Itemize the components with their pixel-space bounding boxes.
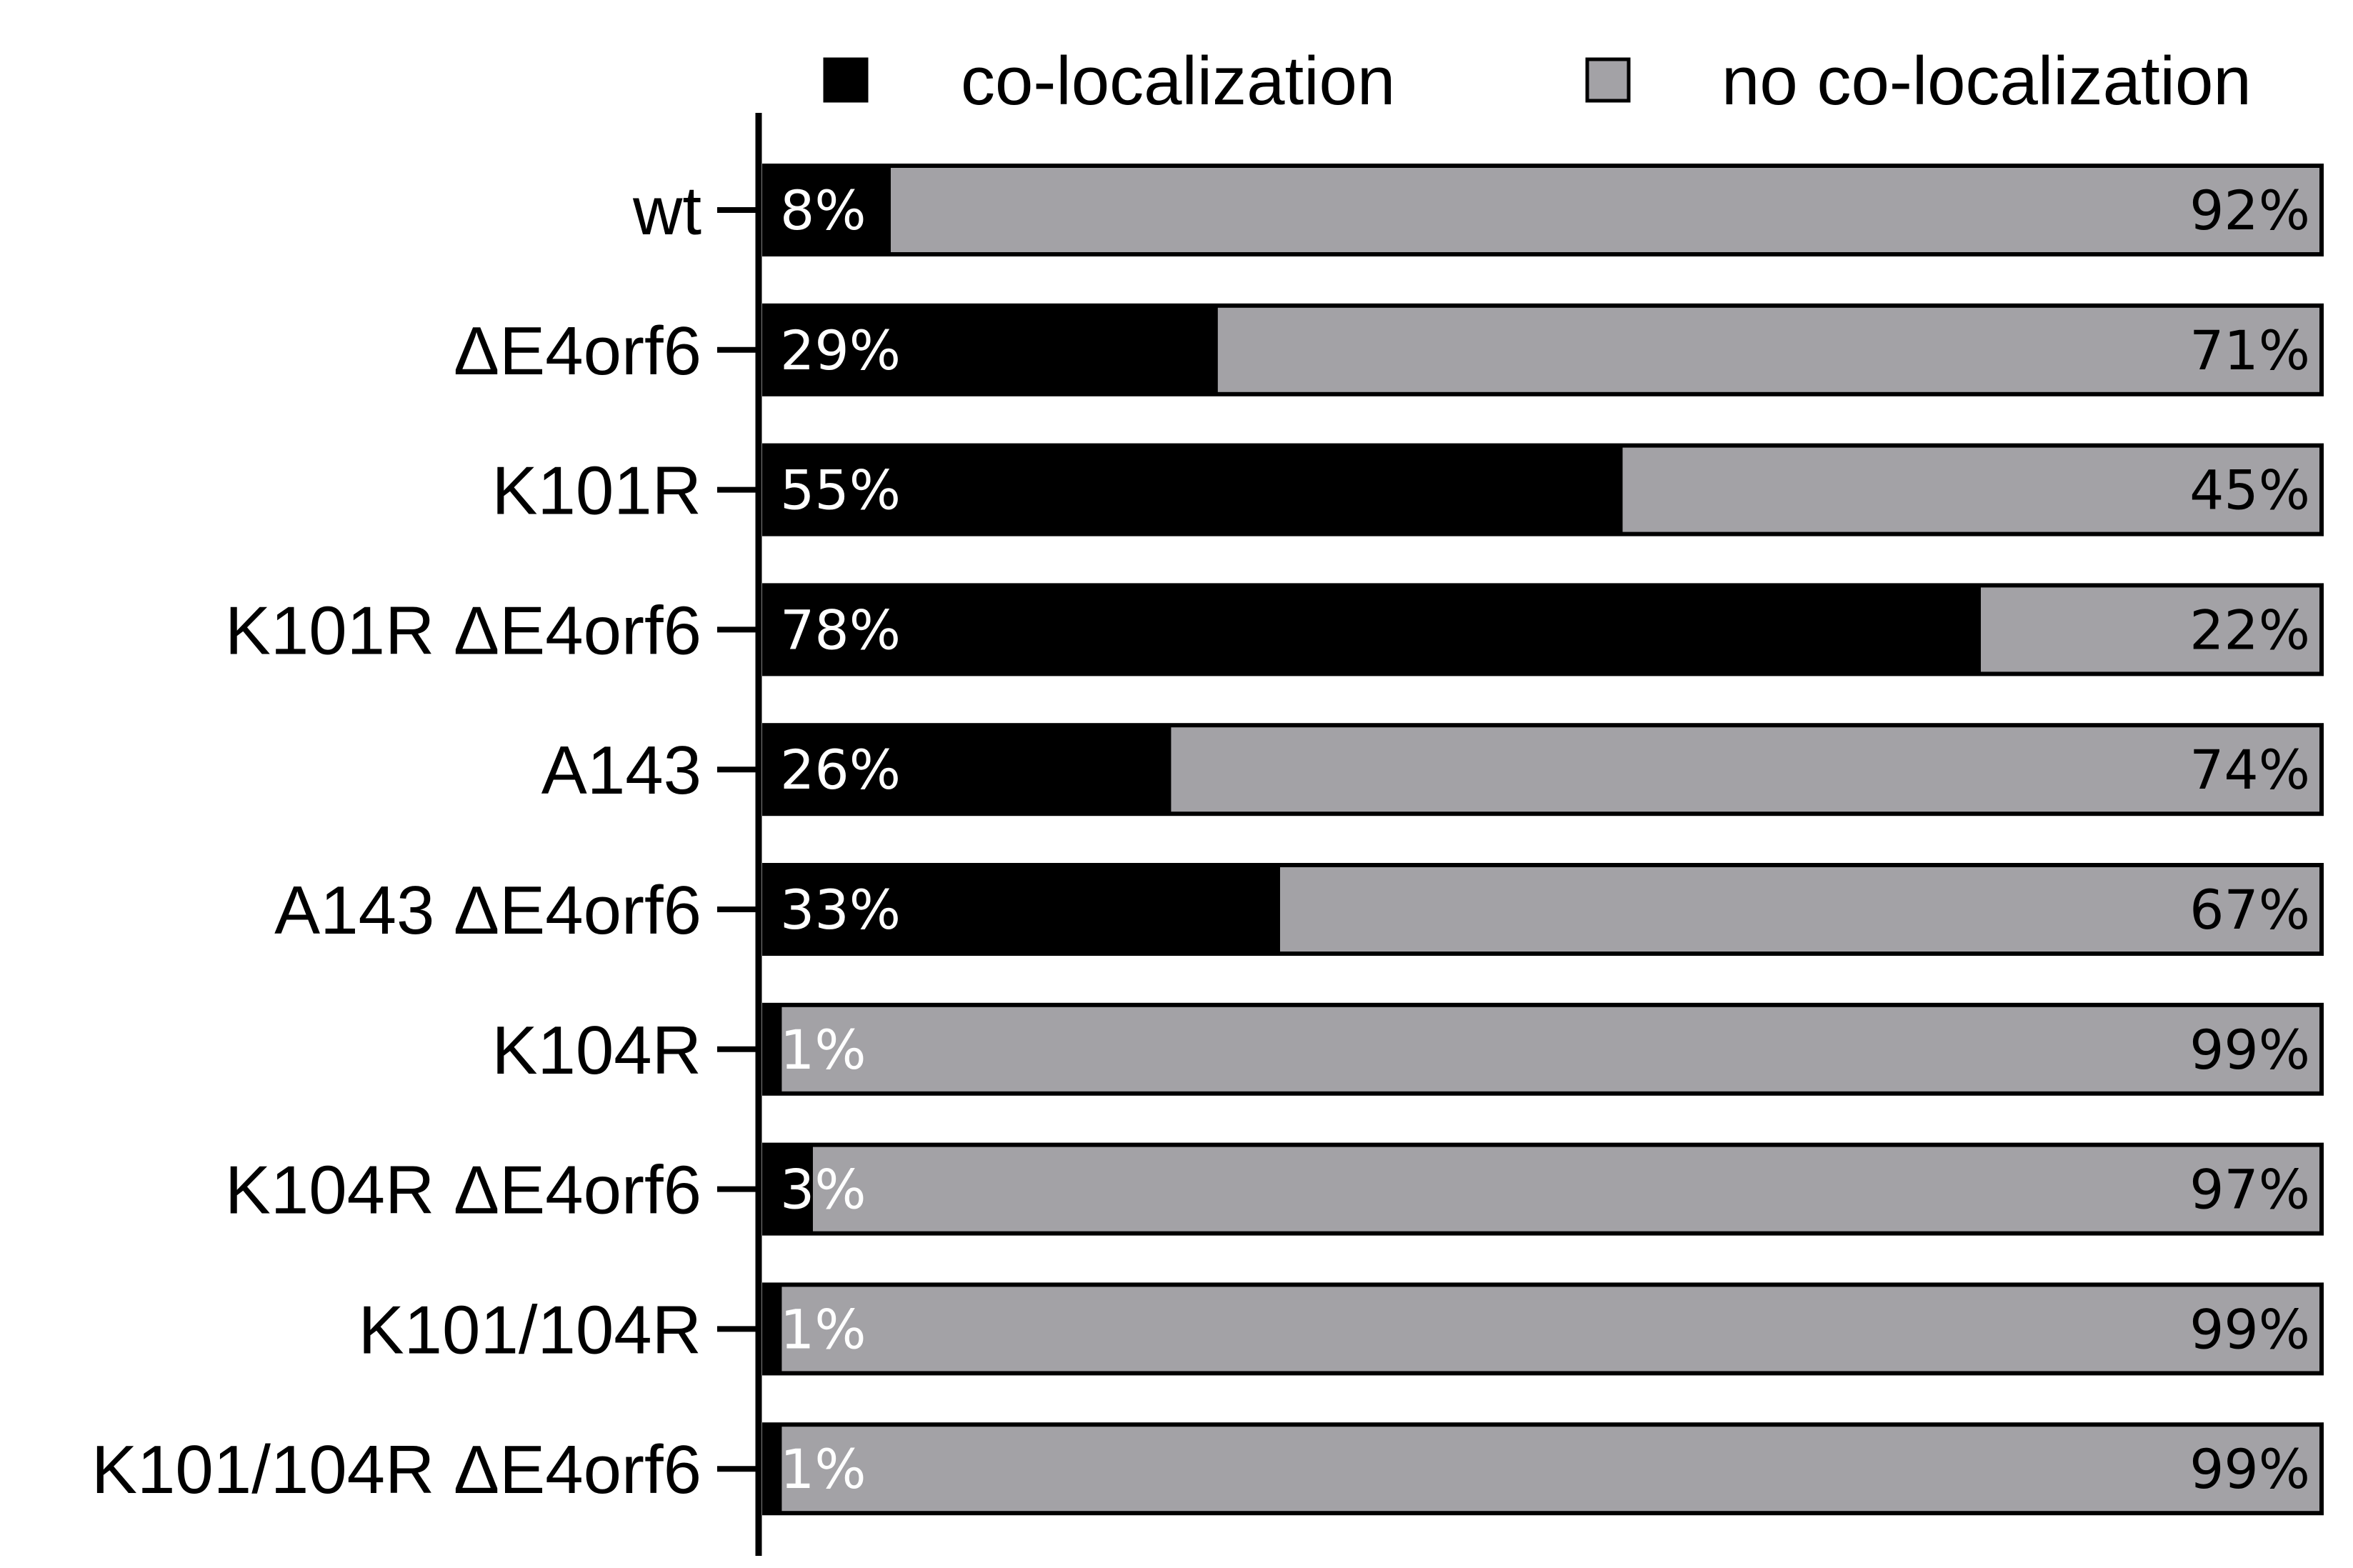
bar-colocalization-k101r [762, 444, 1623, 536]
data-label-no-colocalization-k101-104r: 99% [2189, 1297, 2310, 1361]
data-label-colocalization-k104r: 1% [780, 1018, 866, 1082]
data-label-colocalization-k101r: 55% [780, 459, 901, 522]
data-label-no-colocalization-a143-delta-e4orf6: 67% [2189, 878, 2310, 942]
data-label-no-colocalization-k101-104r-delta-e4orf6: 99% [2189, 1437, 2310, 1501]
bar-no-colocalization-delta-e4orf6 [1214, 304, 2324, 396]
y-tick-label-a143: A143 [541, 732, 701, 809]
bar-outline-delta-e4orf6 [762, 303, 2324, 396]
y-tick-label-k101-104r-delta-e4orf6: K101/104R ΔE4orf6 [91, 1432, 701, 1508]
data-label-no-colocalization-a143: 74% [2189, 738, 2310, 802]
bar-colocalization-k101-104r [762, 1282, 782, 1375]
data-labels: 8% 92% 29% 71% 55% 45% 78% 22% 26% 74% 33% 67% 1% 99%… [780, 179, 2310, 1501]
legend-label-colocalization: co-localization [961, 43, 1395, 119]
bar-colocalization-k104r [762, 1003, 782, 1096]
bar-outline-k101r [762, 443, 2324, 536]
y-tick-label-k104r: K104R [491, 1012, 701, 1089]
legend: co-localization no co-localization [823, 43, 2252, 119]
bar-no-colocalization-k104r-delta-e4orf6 [809, 1143, 2324, 1236]
legend-swatch-no-colocalization [1585, 57, 1631, 103]
bar-outline-k101-104r [762, 1282, 2324, 1376]
legend-swatch-colocalization [823, 57, 869, 103]
y-tick-label-a143-delta-e4orf6: A143 ΔE4orf6 [274, 872, 701, 949]
data-label-colocalization-a143-delta-e4orf6: 33% [780, 878, 901, 942]
bar-outline-k101-104r-delta-e4orf6 [762, 1422, 2324, 1516]
y-axis: wt ΔE4orf6 K101R K101R ΔE4orf6 A143 A143 ΔE4o… [91, 113, 762, 1556]
data-label-no-colocalization-wt: 92% [2189, 179, 2310, 242]
data-label-colocalization-k104r-delta-e4orf6: 3% [780, 1158, 866, 1222]
data-label-colocalization-k101-104r-delta-e4orf6: 1% [780, 1437, 866, 1501]
data-label-colocalization-k101-104r: 1% [780, 1297, 866, 1361]
bar-colocalization-k101-104r-delta-e4orf6 [762, 1422, 782, 1515]
bar-outline-k104r [762, 1002, 2324, 1096]
bar-no-colocalization-k101r [1619, 444, 2324, 536]
y-tick-label-k101-104r: K101/104R [359, 1292, 701, 1368]
bar-colocalization-k101r-delta-e4orf6 [762, 583, 1981, 676]
data-label-no-colocalization-k104r: 99% [2189, 1018, 2310, 1082]
data-label-colocalization-k101r-delta-e4orf6: 78% [780, 598, 901, 661]
y-tick-label-wt: wt [632, 173, 701, 249]
bar-no-colocalization-k101-104r-delta-e4orf6 [778, 1422, 2324, 1515]
bar-no-colocalization-a143-delta-e4orf6 [1276, 863, 2324, 956]
bars [762, 164, 2324, 1516]
data-label-no-colocalization-k104r-delta-e4orf6: 97% [2189, 1158, 2310, 1222]
bar-no-colocalization-k104r [778, 1003, 2324, 1096]
bar-outline-a143 [762, 723, 2324, 817]
y-tick-label-k101r: K101R [491, 453, 701, 529]
bar-no-colocalization-k101-104r [778, 1282, 2324, 1375]
bar-no-colocalization-a143 [1167, 723, 2324, 816]
bar-outline-a143-delta-e4orf6 [762, 863, 2324, 956]
data-label-no-colocalization-delta-e4orf6: 71% [2189, 319, 2310, 382]
y-tick-label-k101r-delta-e4orf6: K101R ΔE4orf6 [225, 592, 701, 669]
legend-label-no-colocalization: no co-localization [1722, 43, 2252, 119]
y-tick-label-delta-e4orf6: ΔE4orf6 [454, 313, 701, 389]
bar-no-colocalization-wt [886, 164, 2324, 256]
data-label-colocalization-a143: 26% [780, 738, 901, 802]
data-label-colocalization-delta-e4orf6: 29% [780, 319, 901, 382]
y-tick-label-k104r-delta-e4orf6: K104R ΔE4orf6 [225, 1152, 701, 1229]
data-label-colocalization-wt: 8% [780, 179, 866, 242]
data-label-no-colocalization-k101r: 45% [2189, 459, 2310, 522]
data-label-no-colocalization-k101r-delta-e4orf6: 22% [2189, 598, 2310, 661]
bar-outline-k104r-delta-e4orf6 [762, 1142, 2324, 1236]
bar-outline-wt [762, 164, 2324, 256]
bar-outline-k101r-delta-e4orf6 [762, 583, 2324, 676]
